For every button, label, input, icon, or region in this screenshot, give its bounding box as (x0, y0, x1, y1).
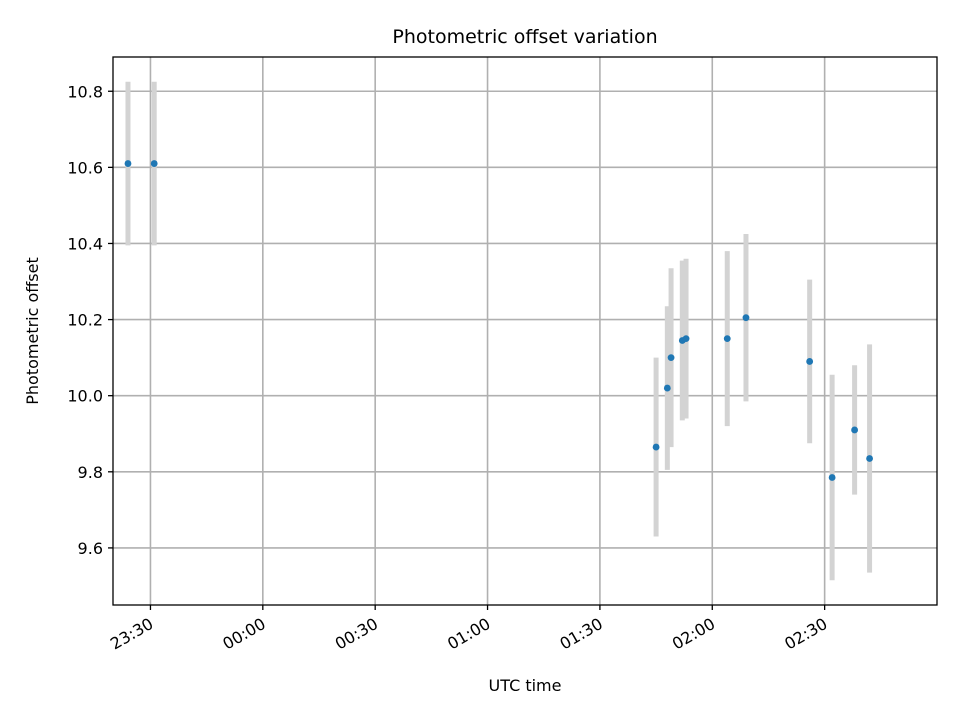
data-point (124, 160, 132, 167)
y-tick-label: 10.2 (67, 311, 103, 330)
data-point (828, 474, 836, 481)
data-point (723, 335, 731, 343)
data-point (806, 358, 814, 365)
y-tick-label: 10.0 (67, 387, 103, 406)
x-tick-label: 00:00 (219, 614, 268, 654)
data-point (742, 314, 750, 322)
data-point (663, 384, 671, 392)
data-point (652, 443, 660, 451)
y-tick-label: 10.6 (67, 158, 103, 177)
chart-title: Photometric offset variation (392, 26, 657, 48)
grid-layer (113, 57, 937, 605)
y-tick-label: 10.4 (67, 234, 103, 253)
plot-frame (112, 56, 938, 606)
data-point (866, 455, 873, 462)
x-tick-label: 00:30 (332, 614, 381, 654)
x-tick-label: 01:30 (556, 614, 605, 654)
x-tick-label: 02:00 (669, 614, 718, 654)
x-tick-label: 01:00 (444, 614, 493, 654)
x-tick-label: 23:30 (107, 614, 156, 654)
y-tick-label: 10.8 (67, 82, 103, 101)
y-tick-label: 9.6 (78, 539, 103, 558)
y-tick-label: 9.8 (78, 463, 103, 482)
data-point (682, 335, 690, 343)
x-axis-label: UTC time (489, 676, 562, 695)
point-layer (124, 160, 873, 481)
data-point (667, 354, 675, 362)
y-axis-label: Photometric offset (23, 257, 42, 405)
x-tick-label: 02:30 (781, 614, 830, 654)
errorbar-layer (125, 81, 873, 581)
data-point (851, 426, 858, 434)
data-point (150, 160, 158, 167)
